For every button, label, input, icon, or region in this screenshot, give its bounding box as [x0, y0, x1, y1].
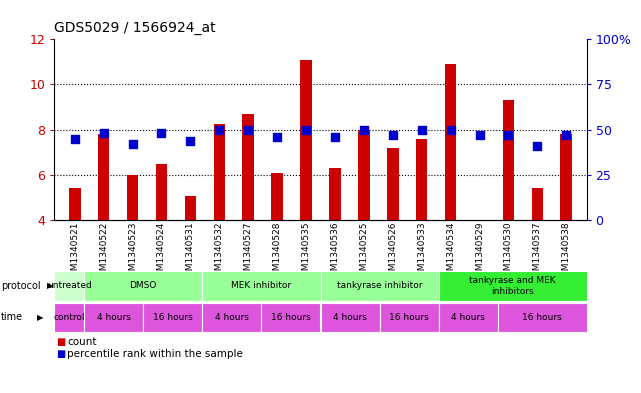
Bar — [127, 175, 138, 220]
Point — [503, 132, 513, 138]
Bar — [438, 303, 498, 332]
Point — [214, 127, 224, 133]
Text: ■: ■ — [56, 337, 65, 347]
Text: 16 hours: 16 hours — [522, 313, 562, 322]
Bar — [98, 134, 110, 220]
Bar — [203, 303, 262, 332]
Bar — [185, 196, 196, 220]
Bar — [320, 271, 438, 301]
Bar — [498, 303, 587, 332]
Text: DMSO: DMSO — [129, 281, 157, 290]
Bar — [320, 303, 379, 332]
Point — [128, 141, 138, 147]
Bar — [84, 271, 203, 301]
Bar — [156, 163, 167, 220]
Point — [243, 127, 253, 133]
Text: control: control — [53, 313, 85, 322]
Point — [70, 136, 80, 142]
Bar — [242, 114, 254, 220]
Bar — [54, 271, 84, 301]
Bar — [54, 303, 84, 332]
Bar — [445, 64, 456, 220]
Bar — [271, 173, 283, 220]
Point — [561, 132, 571, 138]
Point — [330, 134, 340, 140]
Text: untreated: untreated — [47, 281, 92, 290]
Point — [156, 130, 167, 136]
Point — [532, 143, 542, 149]
Point — [388, 132, 398, 138]
Text: 16 hours: 16 hours — [271, 313, 311, 322]
Bar — [416, 139, 428, 220]
Text: count: count — [67, 337, 97, 347]
Text: protocol: protocol — [1, 281, 40, 291]
Text: tankyrase inhibitor: tankyrase inhibitor — [337, 281, 422, 290]
Text: 16 hours: 16 hours — [389, 313, 429, 322]
Text: 4 hours: 4 hours — [97, 313, 131, 322]
Bar — [262, 303, 320, 332]
Text: percentile rank within the sample: percentile rank within the sample — [67, 349, 243, 359]
Point — [272, 134, 282, 140]
Point — [417, 127, 427, 133]
Text: GDS5029 / 1566924_at: GDS5029 / 1566924_at — [54, 20, 216, 35]
Point — [99, 130, 109, 136]
Text: ▶: ▶ — [47, 281, 54, 290]
Text: 4 hours: 4 hours — [333, 313, 367, 322]
Bar — [560, 134, 572, 220]
Bar — [329, 168, 341, 220]
Bar — [69, 188, 81, 220]
Bar — [213, 124, 225, 220]
Point — [185, 138, 196, 144]
Point — [474, 132, 485, 138]
Bar — [531, 188, 543, 220]
Bar — [203, 271, 320, 301]
Bar — [379, 303, 438, 332]
Text: time: time — [1, 312, 23, 322]
Point — [359, 127, 369, 133]
Bar — [503, 100, 514, 220]
Point — [301, 127, 311, 133]
Text: MEK inhibitor: MEK inhibitor — [231, 281, 292, 290]
Bar — [143, 303, 203, 332]
Text: 4 hours: 4 hours — [451, 313, 485, 322]
Bar — [84, 303, 143, 332]
Text: tankyrase and MEK
inhibitors: tankyrase and MEK inhibitors — [469, 276, 556, 296]
Text: ▶: ▶ — [37, 313, 44, 322]
Bar — [438, 271, 587, 301]
Bar — [358, 130, 370, 220]
Bar — [387, 148, 399, 220]
Text: ■: ■ — [56, 349, 65, 359]
Text: 4 hours: 4 hours — [215, 313, 249, 322]
Text: 16 hours: 16 hours — [153, 313, 192, 322]
Point — [445, 127, 456, 133]
Bar — [300, 60, 312, 220]
